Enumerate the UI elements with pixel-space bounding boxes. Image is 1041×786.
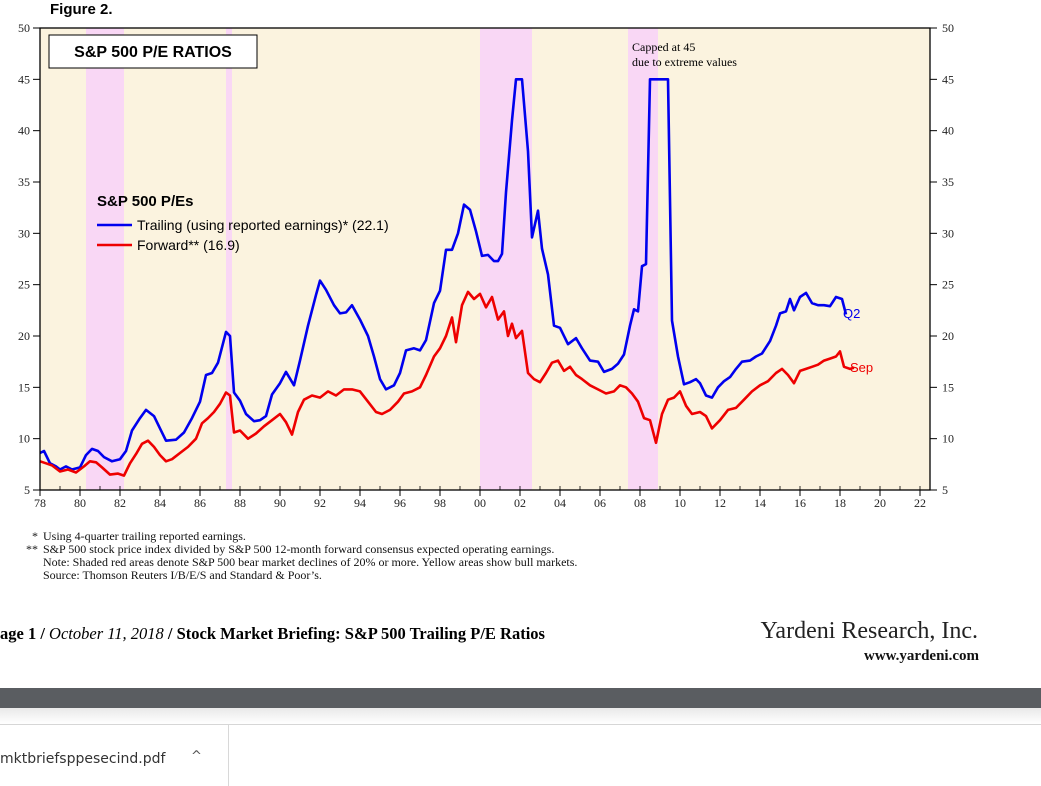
page-separator: / — [36, 624, 50, 643]
x-tick-label: 06 — [594, 496, 606, 510]
footnote-text: Using 4-quarter trailing reported earnin… — [43, 529, 246, 543]
x-tick-label: 78 — [34, 496, 46, 510]
chevron-up-icon[interactable]: ^ — [191, 749, 202, 764]
footnote-row: Source: Thomson Reuters I/B/E/S and Stan… — [14, 569, 577, 582]
page-number: age 1 — [0, 624, 37, 643]
y-tick-label-right: 25 — [942, 278, 954, 292]
x-tick-label: 94 — [354, 496, 366, 510]
plot-frame — [39, 27, 931, 491]
forward-pe-line — [39, 290, 855, 477]
forward-end-label: Sep — [850, 360, 873, 375]
page-date: October 11, 2018 — [49, 624, 164, 643]
footnote-row: ** S&P 500 stock price index divided by S… — [14, 543, 577, 556]
legend-trailing-label: Trailing (using reported earnings)* (22.… — [137, 217, 389, 233]
download-shelf: mktbriefsppesecind.pdf ^ — [0, 724, 1041, 786]
y-tick-label-left: 35 — [18, 175, 30, 189]
x-tick-label: 12 — [714, 496, 726, 510]
y-tick-label-right: 5 — [942, 483, 948, 497]
x-tick-label: 18 — [834, 496, 846, 510]
y-tick-label-left: 25 — [18, 278, 30, 292]
cap-annotation-line2: due to extreme values — [632, 55, 737, 69]
y-tick-label-left: 40 — [18, 124, 30, 138]
y-tick-label-left: 5 — [24, 483, 30, 497]
y-tick-label-right: 10 — [942, 432, 954, 446]
chart-title: S&P 500 P/E RATIOS — [74, 44, 232, 61]
legend-title: S&P 500 P/Es — [97, 193, 193, 210]
footnote-text: Source: Thomson Reuters I/B/E/S and Stan… — [43, 568, 322, 582]
x-tick-label: 98 — [434, 496, 446, 510]
y-tick-label-left: 45 — [18, 72, 30, 86]
footnote-marker — [14, 556, 43, 569]
y-tick-label-right: 30 — [942, 226, 954, 240]
bear-market-shade — [628, 28, 658, 490]
legend-forward-label: Forward** (16.9) — [137, 237, 240, 253]
page-separator: / — [163, 624, 177, 643]
trailing-pe-line — [39, 78, 848, 471]
x-tick-label: 84 — [154, 496, 166, 510]
viewer-gap — [0, 708, 1041, 724]
trailing-end-label: Q2 — [843, 306, 860, 321]
footnote-text: Note: Shaded red areas denote S&P 500 be… — [43, 555, 578, 569]
y-tick-label-left: 10 — [18, 432, 30, 446]
footnote-row: * Using 4-quarter trailing reported earni… — [14, 530, 577, 543]
y-tick-label-left: 50 — [18, 21, 30, 35]
y-tick-label-left: 20 — [18, 329, 30, 343]
page-footer-line: age 1 / October 11, 2018 / Stock Market … — [0, 624, 545, 644]
footnote-marker — [14, 569, 43, 582]
x-tick-label: 00 — [474, 496, 486, 510]
x-tick-label: 14 — [754, 496, 766, 510]
footnote-marker: * — [32, 529, 38, 543]
bear-market-shade — [86, 28, 124, 490]
y-tick-label-right: 45 — [942, 72, 954, 86]
y-tick-label-right: 40 — [942, 124, 954, 138]
footnote-row: Note: Shaded red areas denote S&P 500 be… — [14, 556, 577, 569]
x-tick-label: 22 — [914, 496, 926, 510]
download-filename[interactable]: mktbriefsppesecind.pdf — [0, 751, 166, 767]
cap-annotation-line1: Capped at 45 — [632, 40, 695, 54]
bear-market-shade — [226, 28, 232, 490]
pe-ratio-chart: 5 5 10 10 15 15 20 20 25 25 30 30 35 35 40 40 45 45 50 50 7… — [18, 21, 954, 510]
x-tick-label: 86 — [194, 496, 206, 510]
x-tick-label: 08 — [634, 496, 646, 510]
company-name: Yardeni Research, Inc. — [760, 618, 979, 644]
x-tick-label: 88 — [234, 496, 246, 510]
y-tick-label-right: 50 — [942, 21, 954, 35]
y-axis-ticks: 5 5 10 10 15 15 20 20 25 25 30 30 35 35 40 40 45 45 50 50 — [18, 21, 954, 497]
pdf-viewer-bottom-bar — [0, 688, 1041, 708]
x-axis-ticks: 78 80 82 84 86 88 90 92 94 96 98 00 02 04 06 08 10 12 14 16… — [34, 486, 926, 510]
x-tick-label: 92 — [314, 496, 326, 510]
company-website: www.yardeni.com — [864, 648, 979, 664]
y-tick-label-left: 30 — [18, 226, 30, 240]
series-lines — [39, 78, 855, 477]
x-tick-label: 82 — [114, 496, 126, 510]
plot-background — [40, 28, 930, 490]
figure-label: Figure 2. — [50, 1, 113, 18]
x-tick-label: 90 — [274, 496, 286, 510]
x-tick-label: 04 — [554, 496, 566, 510]
chart-title-box — [48, 34, 258, 69]
y-tick-label-right: 20 — [942, 329, 954, 343]
y-tick-label-left: 15 — [18, 380, 30, 394]
y-tick-label-right: 35 — [942, 175, 954, 189]
download-item[interactable]: mktbriefsppesecind.pdf ^ — [0, 725, 229, 786]
x-tick-label: 02 — [514, 496, 526, 510]
x-tick-label: 20 — [874, 496, 886, 510]
footnote-marker: ** — [26, 542, 38, 556]
page-report-title: Stock Market Briefing: S&P 500 Trailing … — [176, 624, 545, 643]
x-tick-label: 16 — [794, 496, 806, 510]
x-tick-label: 10 — [674, 496, 686, 510]
x-tick-label: 96 — [394, 496, 406, 510]
y-tick-label-right: 15 — [942, 380, 954, 394]
footnote-text: S&P 500 stock price index divided by S&P… — [43, 542, 555, 556]
x-tick-label: 80 — [74, 496, 86, 510]
footnotes: * Using 4-quarter trailing reported earni… — [14, 530, 577, 582]
